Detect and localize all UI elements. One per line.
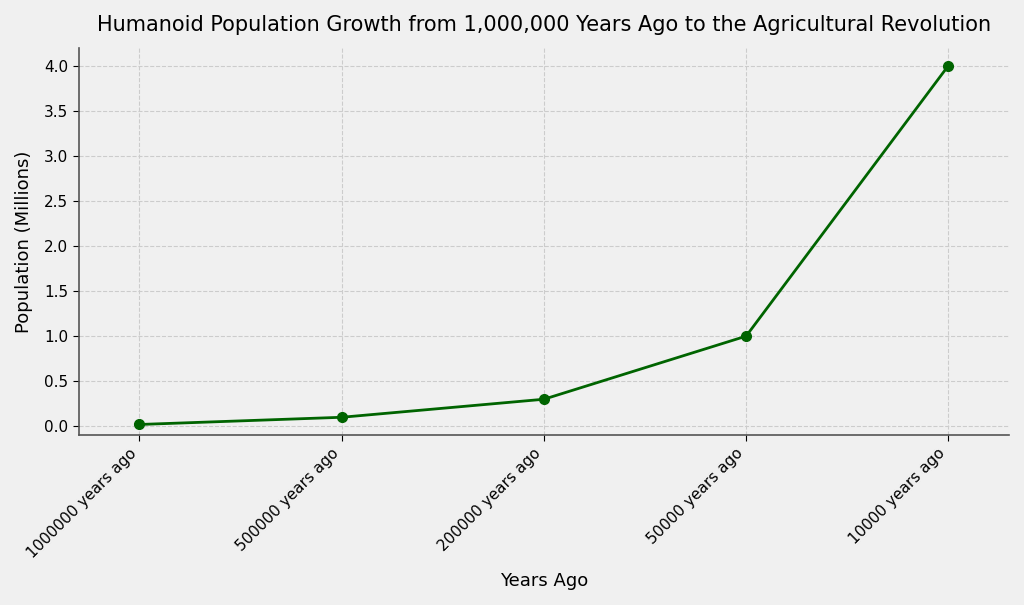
Y-axis label: Population (Millions): Population (Millions): [15, 150, 33, 333]
Title: Humanoid Population Growth from 1,000,000 Years Ago to the Agricultural Revoluti: Humanoid Population Growth from 1,000,00…: [97, 15, 991, 35]
X-axis label: Years Ago: Years Ago: [500, 572, 588, 590]
